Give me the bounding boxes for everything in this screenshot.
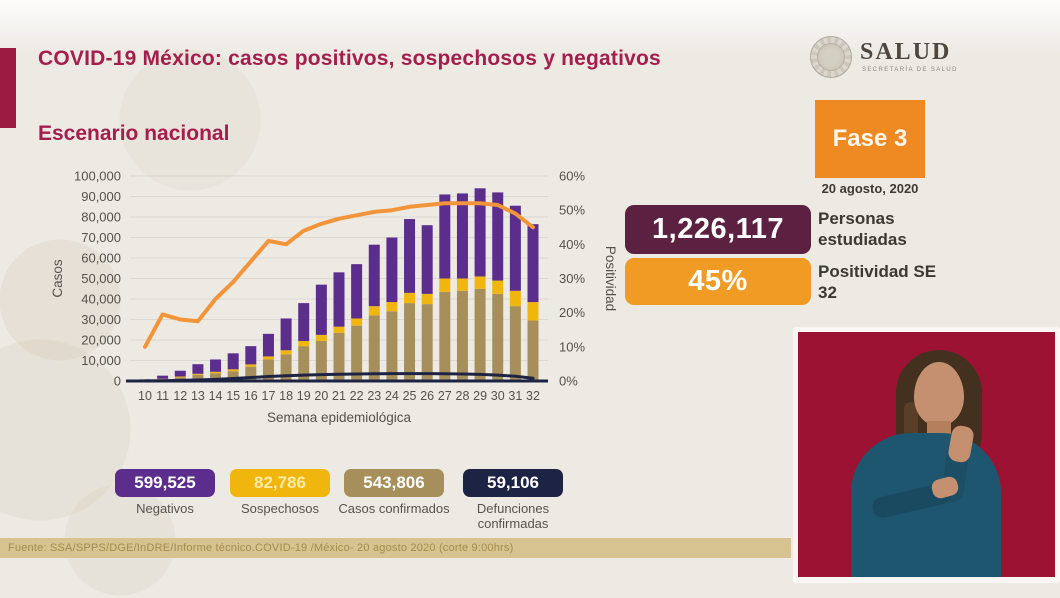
personas-estudiadas-badge: 1,226,117 [625,205,811,254]
svg-text:Casos: Casos [50,259,65,298]
legend-item-negativos: 599,525 Negativos [105,469,225,517]
personas-estudiadas-label: Personas estudiadas [818,209,907,250]
salud-logo: SALUD SECRETARÍA DE SALUD [810,36,960,82]
svg-text:31: 31 [508,389,522,403]
svg-text:20: 20 [314,389,328,403]
svg-text:20%: 20% [559,305,585,320]
svg-text:10%: 10% [559,339,585,354]
legend-label: Casos confirmados [338,501,450,516]
legend-item-defunciones: 59,106 Defunciones confirmadas [450,469,576,532]
phase-badge: Fase 3 [815,100,925,178]
svg-text:40%: 40% [559,237,585,252]
interpreter-face [914,362,964,426]
svg-text:13: 13 [191,389,205,403]
salud-seal-icon [810,36,852,78]
svg-text:Positividad: Positividad [603,246,618,311]
legend-value-badge: 543,806 [344,469,444,497]
legend-value-badge: 82,786 [230,469,330,497]
svg-text:32: 32 [526,389,540,403]
positividad-value: 45% [688,265,748,297]
svg-text:0: 0 [114,374,121,389]
svg-text:70,000: 70,000 [81,230,121,245]
chart: 0 10,000 20,000 30,000 40,000 50,000 60,000 70,… [40,160,660,450]
svg-text:30,000: 30,000 [81,312,121,327]
svg-text:15: 15 [226,389,240,403]
personas-estudiadas-value: 1,226,117 [652,213,784,245]
svg-text:24: 24 [385,389,399,403]
svg-text:10: 10 [138,389,152,403]
svg-text:14: 14 [209,389,223,403]
svg-text:21: 21 [332,389,346,403]
svg-text:100,000: 100,000 [74,169,121,184]
svg-text:18: 18 [279,389,293,403]
svg-text:60,000: 60,000 [81,251,121,266]
source-bar: Fuente: SSA/SPPS/DGE/InDRE/Informe técni… [0,538,791,558]
salud-wordmark: SALUD [860,39,952,65]
svg-text:11: 11 [156,389,169,403]
source-text: Fuente: SSA/SPPS/DGE/InDRE/Informe técni… [8,542,514,554]
legend-label: Negativos [136,501,194,516]
legend-item-sospechosos: 82,786 Sospechosos [220,469,340,517]
svg-text:80,000: 80,000 [81,210,121,225]
svg-text:16: 16 [244,389,258,403]
legend-label: Sospechosos [240,501,320,516]
legend-item-casos-confirmados: 543,806 Casos confirmados [334,469,454,517]
svg-text:0%: 0% [559,374,578,389]
svg-text:29: 29 [473,389,487,403]
svg-text:12: 12 [173,389,187,403]
legend-value-badge: 59,106 [463,469,563,497]
svg-text:27: 27 [438,389,452,403]
legend-value-badge: 599,525 [115,469,215,497]
page-title: COVID-19 México: casos positivos, sospec… [38,47,661,70]
svg-text:30: 30 [491,389,505,403]
interpreter-video-frame [798,332,1055,577]
title-accent-bar [0,48,16,128]
svg-text:Semana epidemiológica: Semana epidemiológica [267,410,412,425]
report-date: 20 agosto, 2020 [821,181,919,196]
page-subtitle: Escenario nacional [38,122,230,145]
svg-text:26: 26 [420,389,434,403]
svg-text:30%: 30% [559,271,585,286]
svg-text:22: 22 [350,389,364,403]
chart-svg: 0 10,000 20,000 30,000 40,000 50,000 60,000 70,… [50,169,618,426]
positividad-badge: 45% [625,258,811,305]
svg-text:60%: 60% [559,169,585,184]
svg-text:19: 19 [297,389,311,403]
phase-label: Fase 3 [832,125,908,152]
interpreter-video [793,327,1060,583]
svg-text:20,000: 20,000 [81,333,121,348]
svg-text:90,000: 90,000 [81,189,121,204]
svg-text:25: 25 [403,389,417,403]
svg-text:10,000: 10,000 [81,353,121,368]
salud-caption: SECRETARÍA DE SALUD [862,67,958,73]
svg-text:40,000: 40,000 [81,292,121,307]
svg-text:23: 23 [367,389,381,403]
svg-text:17: 17 [262,389,276,403]
svg-text:28: 28 [456,389,470,403]
svg-text:50,000: 50,000 [81,271,121,286]
svg-text:50%: 50% [559,203,585,218]
legend-label: Defunciones confirmadas [476,501,550,531]
positividad-label: Positividad SE 32 [818,262,937,303]
